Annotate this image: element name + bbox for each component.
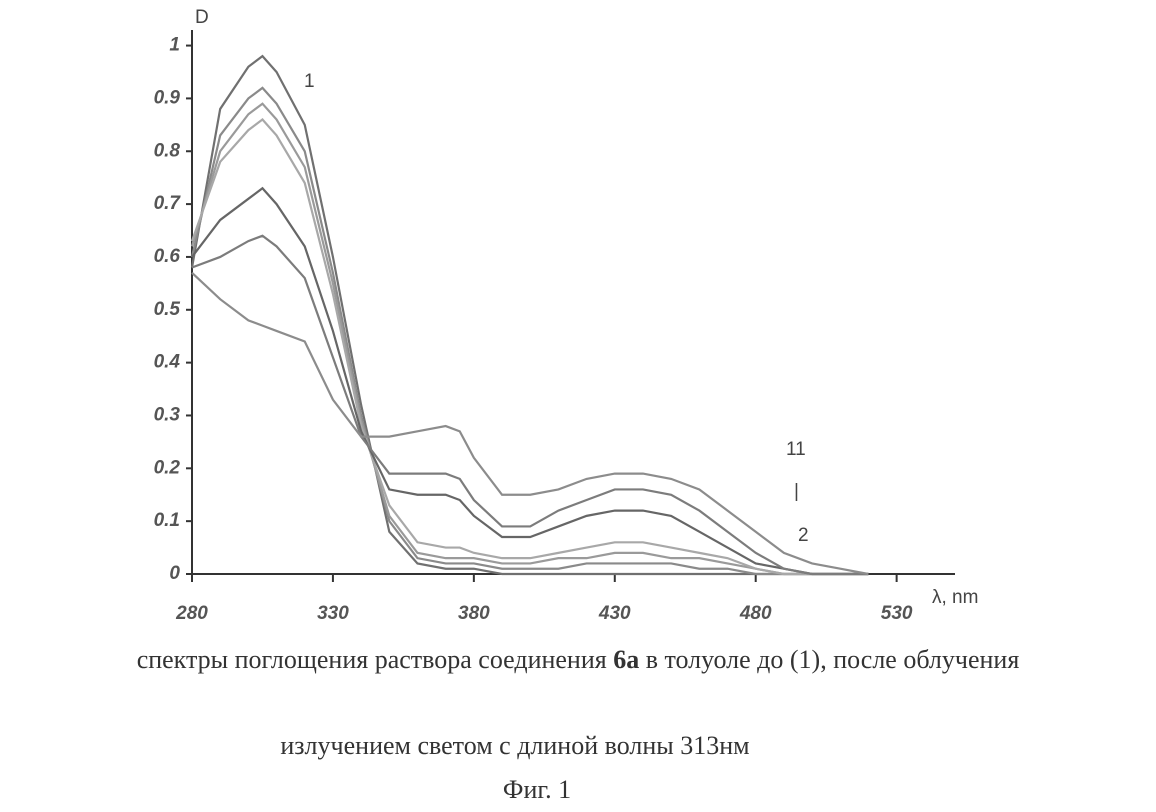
x-tick-label: 330	[317, 603, 349, 624]
y-tick-label: 0	[169, 563, 180, 584]
spectrum-line	[192, 273, 868, 574]
y-tick-label: 1	[169, 35, 180, 56]
caption: спектры поглощения раствора соединения 6…	[137, 645, 1020, 674]
spectrum-line	[192, 236, 868, 574]
annotation: 11	[786, 439, 806, 460]
x-tick-label: 480	[739, 603, 772, 624]
annotation: 2	[798, 525, 809, 546]
x-tick-label: 380	[458, 603, 490, 624]
spectrum-line	[192, 188, 868, 574]
y-tick-label: 0.5	[154, 299, 181, 320]
y-tick-label: 0.6	[154, 246, 181, 267]
caption-text: в толуоле до (1), после облучения	[639, 645, 1019, 674]
figure-label: Фиг. 1	[503, 775, 571, 804]
caption-text: спектры поглощения раствора соединения	[137, 645, 614, 674]
spectrum-line	[192, 120, 868, 574]
x-tick-label: 430	[598, 603, 631, 624]
y-tick-label: 0.4	[154, 352, 181, 373]
annotation: |	[794, 481, 799, 502]
spectrum-line	[192, 88, 868, 574]
annotation: 1	[304, 71, 315, 92]
x-tick-label: 530	[881, 603, 913, 624]
x-tick-label: 280	[175, 603, 208, 624]
caption: излучением светом с длиной волны 313нм	[280, 731, 749, 760]
x-axis-label: λ, nm	[932, 587, 978, 608]
y-tick-label: 0.3	[154, 404, 181, 425]
y-tick-label: 0.7	[154, 193, 182, 214]
y-tick-label: 0.8	[154, 140, 181, 161]
caption-text: 6а	[613, 645, 639, 674]
y-tick-label: 0.2	[154, 457, 181, 478]
y-tick-label: 0.1	[154, 510, 180, 531]
spectrum-line	[192, 104, 868, 574]
y-axis-label: D	[195, 7, 209, 28]
y-tick-label: 0.9	[154, 87, 181, 108]
chart: D λ, nm 1 11 | 2 спектры поглощения раст…	[0, 0, 1156, 812]
